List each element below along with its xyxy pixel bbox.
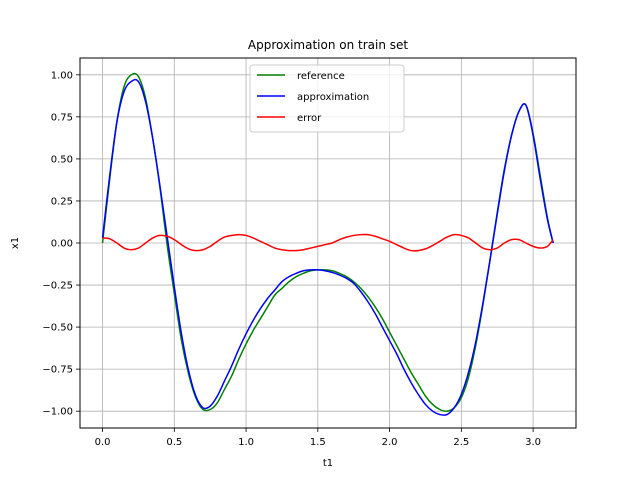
y-tick-label: 0.25: [51, 196, 73, 207]
x-tick-label: 2.0: [382, 437, 398, 448]
legend-label-approximation: approximation: [297, 92, 369, 103]
x-axis-label: t1: [323, 458, 333, 469]
axis-ticks: 0.0 0.5 1.0 1.5 2.0 2.5 3.0 1.00 0.75 0.50 0.25 0.0…: [42, 70, 541, 448]
y-tick-label: 0.75: [51, 112, 73, 123]
y-tick-label: −0.50: [42, 323, 73, 334]
legend: reference approximation error: [249, 64, 405, 133]
grid-lines: [80, 58, 576, 428]
legend-label-error: error: [297, 113, 322, 124]
series-line-approximation: [101, 78, 554, 416]
y-tick-label: 0.00: [51, 239, 73, 250]
y-tick-label: −0.75: [42, 365, 73, 376]
x-tick-label: 3.0: [525, 437, 541, 448]
x-tick-label: 0.5: [166, 437, 182, 448]
series-line-error: [102, 233, 554, 252]
x-tick-label: 1.5: [310, 437, 326, 448]
series-lines: [101, 72, 554, 416]
legend-box: [249, 64, 405, 133]
x-tick-label: 1.0: [238, 437, 254, 448]
y-tick-label: 0.50: [51, 154, 73, 165]
x-tick-label: 2.5: [453, 437, 469, 448]
x-tick-label: 0.0: [95, 437, 111, 448]
legend-label-reference: reference: [297, 71, 345, 82]
y-axis-label: x1: [10, 237, 21, 249]
y-tick-label: −0.25: [42, 281, 73, 292]
chart-title: Approximation on train set: [248, 38, 409, 52]
y-tick-label: −1.00: [42, 407, 73, 418]
y-tick-label: 1.00: [51, 70, 73, 81]
